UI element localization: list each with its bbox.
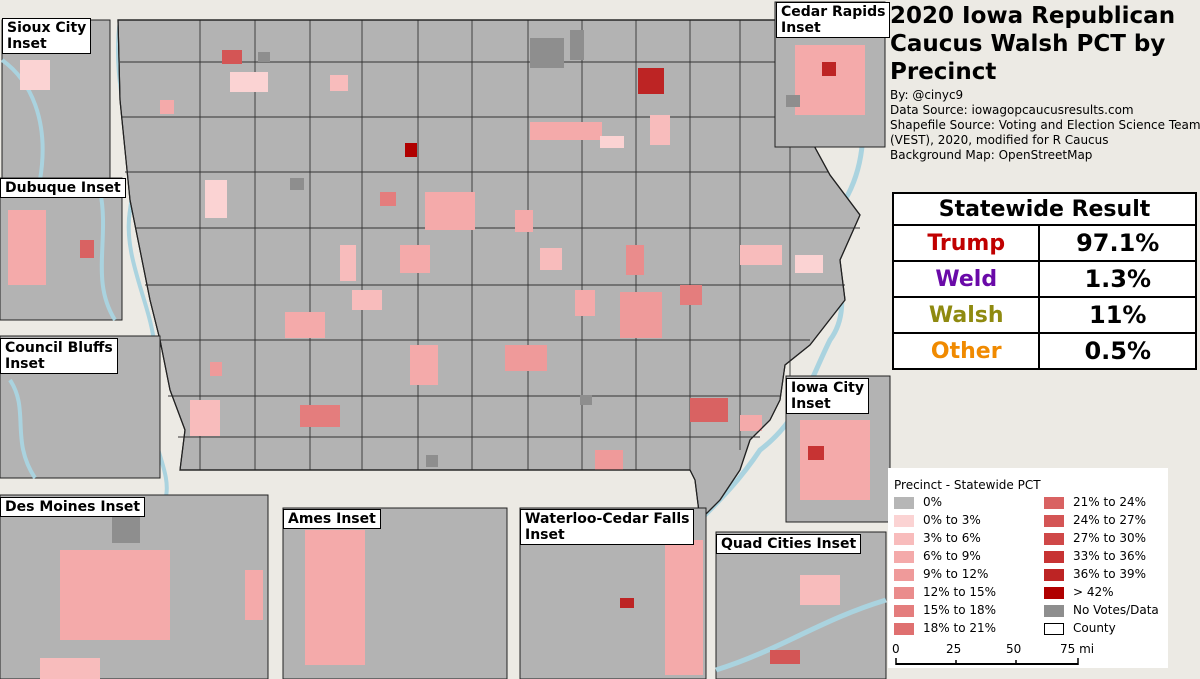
scale-label-75: 75 mi bbox=[1060, 642, 1095, 656]
credit-line: By: @cinyc9 bbox=[890, 88, 964, 102]
inset-label-cedar-rapids: Cedar Rapids Inset bbox=[776, 2, 891, 38]
inset-label-ames: Ames Inset bbox=[283, 509, 381, 529]
candidate-value-trump: 97.1% bbox=[1038, 224, 1197, 262]
state-outline-accent bbox=[117, 19, 861, 522]
credit-line: Background Map: OpenStreetMap bbox=[890, 148, 1093, 162]
legend-item-label: 0% bbox=[923, 495, 943, 509]
legend-swatch bbox=[894, 569, 914, 581]
inset-label-dubuque: Dubuque Inset bbox=[0, 178, 126, 198]
legend-swatch bbox=[1044, 569, 1064, 581]
legend-swatch bbox=[894, 587, 914, 599]
legend-item-label: 36% to 39% bbox=[1073, 567, 1147, 581]
legend-swatch bbox=[894, 551, 914, 563]
legend: Precinct - Statewide PCT 0% 0% to 3% 3% to… bbox=[888, 468, 1168, 638]
scale-label-0: 0 bbox=[892, 642, 900, 656]
table-row: Trump 97.1% bbox=[891, 224, 1197, 262]
credit-line: Shapefile Source: Voting and Election Sc… bbox=[890, 118, 1200, 132]
inset-label-council-bluffs: Council Bluffs Inset bbox=[0, 338, 118, 374]
inset-label-des-moines: Des Moines Inset bbox=[0, 497, 146, 517]
table-row: Walsh 11% bbox=[891, 296, 1197, 334]
county-lines bbox=[120, 20, 860, 470]
legend-item-label: 33% to 36% bbox=[1073, 549, 1147, 563]
scale-label-50: 50 bbox=[1006, 642, 1022, 656]
legend-item-label: 0% to 3% bbox=[923, 513, 981, 527]
inset-label-sioux-city: Sioux City Inset bbox=[2, 18, 92, 54]
table-header: Statewide Result bbox=[892, 192, 1197, 226]
legend-item-label: > 42% bbox=[1073, 585, 1114, 599]
candidate-name-weld: Weld bbox=[891, 260, 1041, 298]
legend-item-label: 12% to 15% bbox=[923, 585, 997, 599]
candidate-name-other: Other bbox=[891, 332, 1041, 370]
legend-swatch bbox=[894, 533, 914, 545]
statewide-result-table: Statewide Result Trump 97.1% Weld 1.3% W… bbox=[891, 192, 1197, 370]
inset-label-iowa-city: Iowa City Inset bbox=[786, 378, 869, 414]
scale-bar: 0 25 50 75 mi bbox=[888, 638, 1168, 668]
precinct-fills bbox=[160, 30, 823, 470]
legend-swatch bbox=[894, 605, 914, 617]
legend-title: Precinct - Statewide PCT bbox=[894, 478, 1041, 492]
legend-item-label: 15% to 18% bbox=[923, 603, 997, 617]
table-row: Other 0.5% bbox=[891, 332, 1197, 370]
credit-line: (VEST), 2020, modified for R Caucus bbox=[890, 133, 1109, 147]
inset-label-quad-cities: Quad Cities Inset bbox=[716, 534, 862, 554]
credit-line: Data Source: iowagopcaucusresults.com bbox=[890, 103, 1134, 117]
legend-swatch bbox=[1044, 605, 1064, 617]
inset-quad-cities-frame bbox=[715, 531, 887, 679]
candidate-value-other: 0.5% bbox=[1038, 332, 1197, 370]
inset-panels bbox=[0, 1, 891, 679]
candidate-name-walsh: Walsh bbox=[891, 296, 1041, 334]
legend-swatch bbox=[1044, 587, 1064, 599]
legend-swatch bbox=[894, 515, 914, 527]
table-header-row: Statewide Result bbox=[892, 192, 1197, 226]
credits: By: @cinyc9 Data Source: iowagopcaucusre… bbox=[890, 88, 1200, 163]
legend-item-label: 6% to 9% bbox=[923, 549, 981, 563]
legend-item-label: 3% to 6% bbox=[923, 531, 981, 545]
scale-label-25: 25 bbox=[946, 642, 962, 656]
inset-label-waterloo: Waterloo-Cedar Falls Inset bbox=[520, 509, 695, 545]
title-block: 2020 Iowa Republican Caucus Walsh PCT by… bbox=[890, 2, 1200, 163]
legend-swatch bbox=[1044, 551, 1064, 563]
legend-item-label: 24% to 27% bbox=[1073, 513, 1147, 527]
legend-swatch bbox=[1044, 623, 1064, 635]
table-row: Weld 1.3% bbox=[891, 260, 1197, 298]
legend-item-label: 21% to 24% bbox=[1073, 495, 1147, 509]
legend-swatch bbox=[894, 497, 914, 509]
map-title: 2020 Iowa Republican Caucus Walsh PCT by… bbox=[890, 3, 1176, 85]
candidate-value-walsh: 11% bbox=[1038, 296, 1197, 334]
legend-item-label: 9% to 12% bbox=[923, 567, 989, 581]
legend-item-label: 27% to 30% bbox=[1073, 531, 1147, 545]
scale-bar-graphic bbox=[895, 658, 1079, 665]
candidate-name-trump: Trump bbox=[891, 224, 1041, 262]
legend-swatch bbox=[894, 623, 914, 635]
legend-item-label: 18% to 21% bbox=[923, 621, 997, 635]
legend-item-label: No Votes/Data bbox=[1073, 603, 1159, 617]
candidate-value-weld: 1.3% bbox=[1038, 260, 1197, 298]
legend-item-label: County bbox=[1073, 621, 1116, 635]
legend-swatch bbox=[1044, 515, 1064, 527]
legend-swatch bbox=[1044, 497, 1064, 509]
legend-swatch bbox=[1044, 533, 1064, 545]
